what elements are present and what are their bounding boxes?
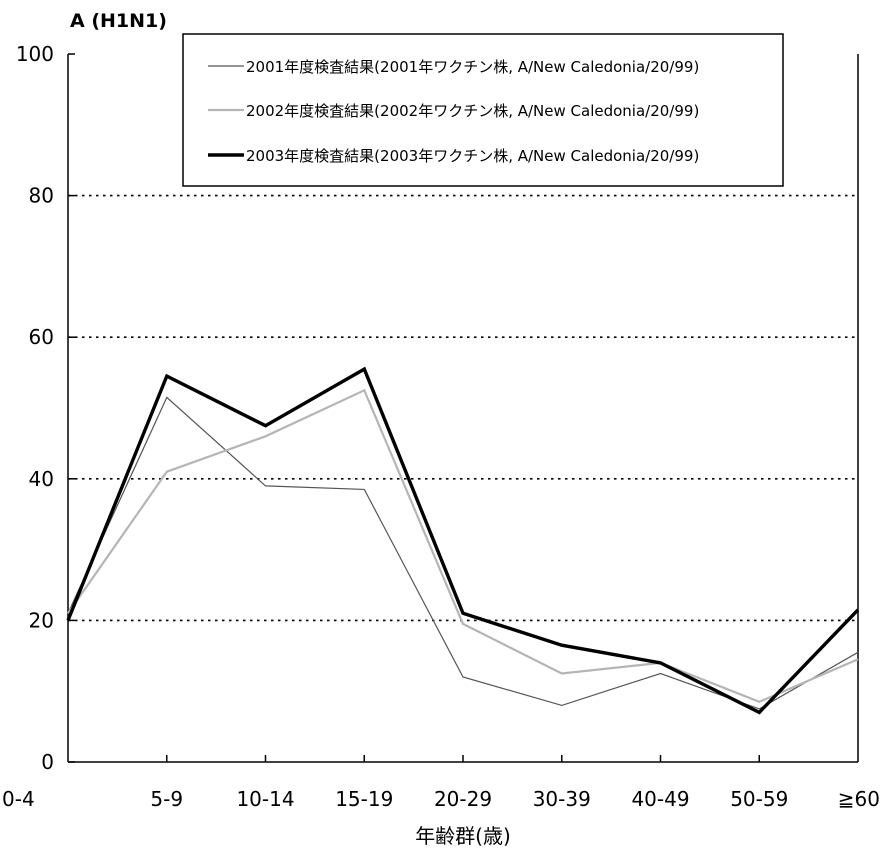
x-tick-label: 5-9 (150, 787, 183, 811)
series-line-2 (67, 388, 859, 703)
chart-title: A (H1N1) (70, 10, 167, 32)
legend-box (182, 33, 784, 187)
x-tick-label: 40-49 (631, 787, 689, 811)
series-lines (66, 366, 860, 715)
y-tick-label: 60 (29, 325, 54, 349)
x-tick-label: 10-14 (236, 787, 294, 811)
y-tick-label: 0 (41, 750, 54, 774)
legend-label: 2003年度検査結果(2003年ワクチン株, A/New Caledonia/2… (246, 147, 699, 165)
x-tick-label: 50-59 (730, 787, 788, 811)
x-tick-label: 20-29 (434, 787, 492, 811)
y-tick-label: 80 (29, 184, 54, 208)
y-tick-label: 40 (29, 467, 54, 491)
x-tick-label: ≧60 (838, 787, 880, 811)
x-tick-label: 0-4 (2, 787, 35, 811)
y-tick-label: 100 (16, 42, 54, 66)
y-tick-label: 20 (29, 608, 54, 632)
x-axis-title: 年齢群(歳) (415, 824, 511, 848)
x-tick-label: 15-19 (335, 787, 393, 811)
x-tick-label: 30-39 (533, 787, 591, 811)
y-axis-ticks: 0 20 40 60 80 100 (16, 42, 75, 774)
legend-label: 2001年度検査結果(2001年ワクチン株, A/New Caledonia/2… (246, 58, 699, 76)
x-axis-ticks: 0-4 5-9 10-14 15-19 20-29 30-39 40-49 50-59 ≧60 (2, 755, 880, 811)
series-line-1 (67, 396, 859, 710)
grid-lines (68, 194, 858, 622)
legend: 2001年度検査結果(2001年ワクチン株, A/New Caledonia/2… (182, 33, 784, 187)
legend-label: 2002年度検査結果(2002年ワクチン株, A/New Caledonia/2… (246, 102, 699, 120)
series-line-3 (66, 366, 860, 715)
